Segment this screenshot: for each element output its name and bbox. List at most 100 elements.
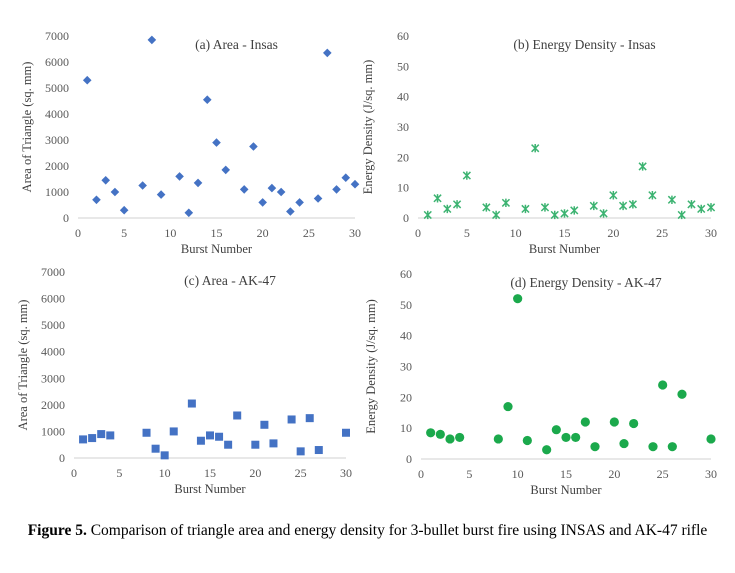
- chart-a-point: [295, 198, 304, 207]
- chart-d-y-tick-label: 50: [400, 298, 412, 312]
- chart-d-point: [580, 417, 590, 427]
- chart-d-point: [648, 442, 658, 452]
- chart-c-point: [79, 435, 88, 444]
- chart-a-x-tick-label: 0: [75, 226, 81, 240]
- chart-b-point: [687, 200, 696, 209]
- chart-a-point: [212, 138, 221, 147]
- chart-b-y-tick-label: 40: [397, 90, 409, 104]
- chart-b-y-tick-label: 20: [397, 150, 409, 164]
- chart-b-point: [452, 200, 462, 209]
- chart-c: 0 1000 2000 3000 4000 5000 6000 7000 0 5 10 15 20 25 3…: [16, 265, 352, 496]
- chart-a-point: [341, 173, 351, 182]
- chart-a-point: [193, 178, 203, 188]
- chart-a-y-tick-label: 7000: [45, 29, 69, 43]
- chart-b-point: [697, 204, 706, 214]
- chart-c-x-tick-label: 10: [159, 466, 171, 480]
- chart-c-point: [206, 431, 214, 440]
- chart-b-point: [540, 203, 550, 212]
- chart-d-x-tick-label: 5: [466, 467, 472, 481]
- chart-c-x-tick-label: 5: [116, 466, 122, 480]
- chart-a-x-tick-label: 30: [349, 226, 361, 240]
- figure-caption: Figure 5. Comparison of triangle area an…: [8, 521, 727, 540]
- chart-d-y-tick-label: 60: [400, 267, 412, 281]
- chart-d-y-axis-label: Energy Density (J/sq. mm): [364, 299, 378, 433]
- chart-c-title: (c) Area - AK-47: [184, 273, 276, 288]
- chart-a: 0 1000 2000 3000 4000 5000 6000 7000 0 5 10 15 20 25 3…: [20, 29, 361, 256]
- chart-a-point: [184, 208, 194, 218]
- chart-d-point: [609, 417, 619, 427]
- chart-c-point: [187, 399, 196, 408]
- chart-c-x-tick-label: 25: [295, 466, 307, 480]
- chart-d-point: [619, 438, 629, 449]
- chart-c-point: [97, 430, 106, 439]
- chart-b-x-axis-label: Burst Number: [529, 242, 601, 256]
- chart-b-y-tick-label: 60: [397, 29, 409, 43]
- chart-a-point: [221, 165, 231, 175]
- chart-d-point: [706, 434, 716, 444]
- chart-b-point: [443, 204, 452, 214]
- chart-a-point: [138, 181, 147, 190]
- chart-b-point: [423, 210, 432, 220]
- chart-d-point: [445, 434, 455, 444]
- chart-a-point: [110, 187, 120, 197]
- chart-a-y-tick-label: 0: [63, 211, 69, 225]
- chart-d-point: [551, 425, 561, 435]
- chart-b-point: [667, 195, 677, 204]
- chart-b-point: [628, 200, 637, 209]
- chart-c-point: [88, 434, 97, 443]
- chart-d-point: [667, 442, 677, 452]
- chart-c-x-axis-label: Burst Number: [174, 482, 246, 496]
- chart-c-y-tick-label: 3000: [41, 371, 65, 385]
- chart-c-y-tick-label: 5000: [41, 318, 65, 332]
- chart-a-point: [267, 183, 277, 193]
- chart-a-y-tick-label: 2000: [45, 159, 69, 173]
- chart-b-point: [589, 201, 598, 211]
- chart-b-y-tick-label: 10: [397, 181, 409, 195]
- chart-a-point: [276, 187, 286, 197]
- chart-a-x-tick-label: 5: [121, 226, 127, 240]
- chart-c-point: [106, 431, 115, 440]
- chart-a-point: [175, 172, 184, 181]
- chart-b-y-tick-label: 0: [403, 211, 409, 225]
- chart-c-point: [251, 440, 260, 449]
- chart-b-point: [492, 210, 501, 220]
- chart-c-point: [296, 447, 305, 456]
- chart-c-point: [196, 436, 205, 445]
- chart-c-x-tick-label: 30: [340, 466, 352, 480]
- chart-a-point: [239, 185, 249, 194]
- chart-c-y-tick-label: 1000: [41, 424, 65, 438]
- chart-a-point: [147, 35, 157, 45]
- chart-d-point: [435, 429, 445, 439]
- chart-a-x-tick-label: 25: [303, 226, 315, 240]
- chart-b-point: [550, 210, 559, 220]
- chart-c-point: [169, 427, 178, 436]
- chart-b-point: [560, 209, 569, 218]
- chart-d-x-tick-label: 25: [657, 467, 669, 481]
- chart-b-point: [677, 210, 686, 220]
- chart-b: 0 10 20 30 40 50 60 0 5 10 15 20 25 30 (b) Energy Dens…: [361, 29, 717, 256]
- chart-a-y-tick-label: 4000: [45, 107, 69, 121]
- chart-c-point: [233, 411, 242, 420]
- chart-d-point: [629, 418, 639, 429]
- chart-c-y-axis-label: Area of Triangle (sq. mm): [16, 300, 30, 431]
- chart-b-y-tick-label: 30: [397, 120, 409, 134]
- chart-d-y-tick-label: 0: [406, 452, 412, 466]
- chart-c-point: [287, 415, 296, 424]
- chart-a-x-axis-label: Burst Number: [181, 242, 253, 256]
- chart-a-x-tick-label: 10: [164, 226, 176, 240]
- chart-c-x-tick-label: 20: [249, 466, 261, 480]
- chart-a-y-tick-label: 1000: [45, 185, 69, 199]
- chart-b-point: [482, 203, 491, 212]
- chart-d-title: (d) Energy Density - AK-47: [510, 275, 661, 290]
- chart-a-point: [101, 176, 110, 185]
- chart-c-point: [260, 420, 269, 429]
- chart-b-point: [531, 144, 540, 153]
- chart-a-point: [286, 207, 295, 216]
- chart-a-x-tick-label: 15: [211, 226, 223, 240]
- chart-c-x-tick-label: 0: [71, 466, 77, 480]
- chart-b-point: [433, 194, 442, 203]
- chart-d-y-tick-label: 40: [400, 329, 412, 343]
- chart-b-x-tick-label: 30: [705, 226, 717, 240]
- chart-c-point: [142, 428, 151, 437]
